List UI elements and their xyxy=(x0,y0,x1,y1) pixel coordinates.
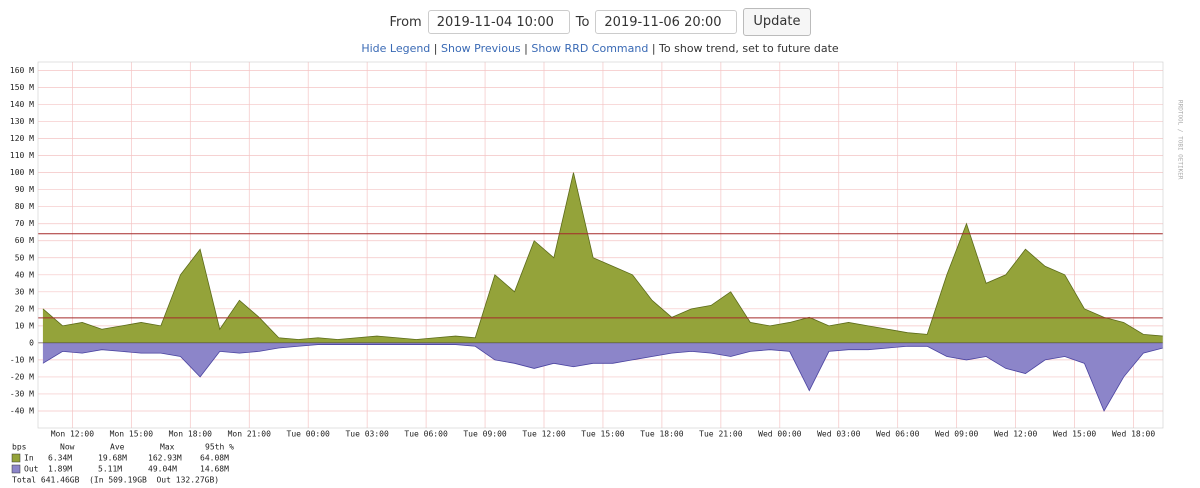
x-tick-label: Mon 15:00 xyxy=(110,430,154,439)
x-tick-label: Tue 06:00 xyxy=(404,430,448,439)
area-line xyxy=(42,344,1164,412)
y-tick-label: 40 M xyxy=(15,270,34,279)
x-tick-label: Wed 06:00 xyxy=(876,430,920,439)
x-tick-label: Mon 18:00 xyxy=(169,430,213,439)
y-tick-label: 30 M xyxy=(15,287,34,296)
x-tick-label: Tue 09:00 xyxy=(463,430,507,439)
y-tick-label: 100 M xyxy=(10,168,34,177)
x-tick-label: Wed 00:00 xyxy=(758,430,802,439)
x-tick-label: Tue 15:00 xyxy=(581,430,625,439)
legend-stat: 5.11M xyxy=(98,465,122,474)
legend-stat: 1.89M xyxy=(48,465,72,474)
update-button[interactable]: Update xyxy=(743,8,811,36)
area xyxy=(42,172,1163,343)
plot-frame xyxy=(37,61,1164,429)
from-label: From xyxy=(389,14,422,30)
x-tick-label: Wed 12:00 xyxy=(994,430,1038,439)
y-tick-label: 150 M xyxy=(10,83,34,92)
to-input[interactable]: 2019-11-06 20:00 xyxy=(595,10,738,34)
from-input[interactable]: 2019-11-04 10:00 xyxy=(427,10,570,34)
link[interactable]: Show RRD Command xyxy=(531,42,649,55)
x-tick-label: Wed 18:00 xyxy=(1112,430,1156,439)
x-tick-label: Wed 15:00 xyxy=(1053,430,1097,439)
legend-header: Now xyxy=(60,443,75,452)
y-tick-label: 20 M xyxy=(15,304,34,313)
x-tick-label: Wed 03:00 xyxy=(817,430,861,439)
y-tick-label: 140 M xyxy=(10,100,34,109)
legend-name: In xyxy=(24,454,34,463)
link[interactable]: Show Previous xyxy=(441,42,521,55)
y-tick-label: 80 M xyxy=(15,202,34,211)
legend-stat: 19.68M xyxy=(98,454,127,463)
y-tick-label: 130 M xyxy=(10,117,34,126)
note: To show trend, set to future date xyxy=(659,42,839,55)
legend-swatch xyxy=(11,453,21,463)
area-line xyxy=(42,172,1164,340)
watermark: RRDTOOL / TOBI OETIKER xyxy=(1177,100,1184,180)
y-tick-label: 90 M xyxy=(15,185,34,194)
controls: From 2019-11-04 10:00 To 2019-11-06 20:0… xyxy=(0,8,1200,55)
y-tick-label: 10 M xyxy=(15,321,34,330)
y-tick-label: 160 M xyxy=(10,66,34,75)
y-tick-label: 50 M xyxy=(15,253,34,262)
to-label: To xyxy=(575,14,590,30)
y-tick-label: -20 M xyxy=(10,372,34,381)
y-tick-label: -10 M xyxy=(10,355,34,364)
area xyxy=(42,342,1163,411)
legend-stat: 49.04M xyxy=(148,465,177,474)
y-tick-label: 110 M xyxy=(10,151,34,160)
legend-name: Out xyxy=(24,465,39,474)
legend-header: bps xyxy=(12,443,27,452)
y-tick-label: -30 M xyxy=(10,389,34,398)
legend-swatch xyxy=(11,464,21,474)
links: Hide Legend | Show Previous | Show RRD C… xyxy=(361,42,839,55)
x-tick-label: Tue 18:00 xyxy=(640,430,684,439)
legend-stat: 6.34M xyxy=(48,454,72,463)
y-tick-label: 60 M xyxy=(15,236,34,245)
y-tick-label: 120 M xyxy=(10,134,34,143)
legend-total: Total 641.46GB (In 509.19GB Out 132.27GB… xyxy=(12,476,219,485)
legend-header: Max xyxy=(160,443,175,452)
x-tick-label: Mon 21:00 xyxy=(228,430,272,439)
legend-stat: 14.68M xyxy=(200,465,229,474)
x-tick-label: Mon 12:00 xyxy=(51,430,95,439)
x-tick-label: Tue 21:00 xyxy=(699,430,743,439)
legend-stat: 162.93M xyxy=(148,454,182,463)
x-tick-label: Tue 00:00 xyxy=(287,430,331,439)
legend-header: Ave xyxy=(110,443,125,452)
plot-bg xyxy=(38,62,1163,428)
legend-header: 95th % xyxy=(205,443,234,452)
x-tick-label: Tue 03:00 xyxy=(345,430,389,439)
x-tick-label: Wed 09:00 xyxy=(935,430,979,439)
y-tick-label: 70 M xyxy=(15,219,34,228)
y-tick-label: -40 M xyxy=(10,406,34,415)
legend-stat: 64.08M xyxy=(200,454,229,463)
link[interactable]: Hide Legend xyxy=(361,42,431,55)
y-tick-label: 0 xyxy=(29,338,34,347)
x-tick-label: Tue 12:00 xyxy=(522,430,566,439)
